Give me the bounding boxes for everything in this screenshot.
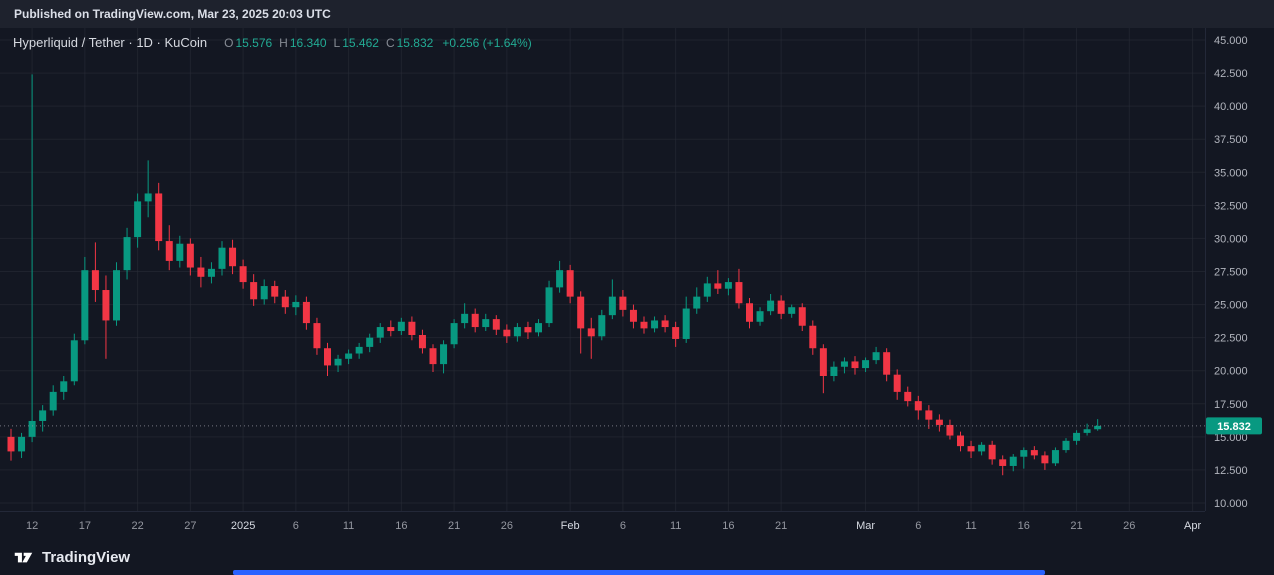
svg-text:11: 11 [343, 520, 354, 532]
svg-text:17.500: 17.500 [1214, 399, 1248, 411]
chart-pane[interactable]: 45.000 42.500 40.000 37.500 35.000 32.500 30.0… [0, 28, 1274, 540]
tradingview-logo-icon[interactable] [13, 547, 34, 568]
price-label-badge: 15.832 [1206, 417, 1262, 435]
svg-text:11: 11 [965, 520, 976, 532]
svg-text:42.500: 42.500 [1214, 68, 1248, 80]
svg-text:Apr: Apr [1184, 520, 1201, 532]
svg-text:20.000: 20.000 [1214, 366, 1248, 378]
svg-text:21: 21 [1070, 520, 1082, 532]
svg-text:32.500: 32.500 [1214, 200, 1248, 212]
svg-text:Feb: Feb [561, 520, 580, 532]
svg-text:17: 17 [79, 520, 91, 532]
svg-text:16: 16 [395, 520, 407, 532]
close-value: 15.832 [396, 36, 434, 50]
svg-text:11: 11 [670, 520, 681, 532]
svg-text:35.000: 35.000 [1214, 167, 1248, 179]
svg-text:26: 26 [501, 520, 513, 532]
published-bar: Published on TradingView.com, Mar 23, 20… [0, 0, 1274, 28]
open-label: O [224, 36, 234, 50]
chart-svg[interactable]: 45.000 42.500 40.000 37.500 35.000 32.500 30.0… [0, 28, 1274, 540]
svg-text:37.500: 37.500 [1214, 134, 1248, 146]
brand-text[interactable]: TradingView [42, 549, 131, 566]
high-value: 16.340 [289, 36, 327, 50]
candlestick-series [7, 74, 1102, 476]
footer-bar: TradingView [0, 540, 1274, 575]
price-axis[interactable]: 45.000 42.500 40.000 37.500 35.000 32.500 30.0… [1214, 35, 1248, 510]
close-label: C [385, 36, 395, 50]
svg-text:6: 6 [915, 520, 921, 532]
chart-legend: Hyperliquid / Tether · 1D · KuCoin O 15.… [13, 35, 532, 50]
svg-text:12.500: 12.500 [1214, 465, 1248, 477]
svg-text:15.832: 15.832 [1217, 421, 1251, 433]
svg-text:6: 6 [293, 520, 299, 532]
svg-text:16: 16 [1018, 520, 1030, 532]
svg-text:27: 27 [184, 520, 196, 532]
change-value: +0.256 (+1.64%) [442, 36, 532, 50]
bottom-scrollbar[interactable] [233, 570, 1045, 575]
svg-text:21: 21 [775, 520, 787, 532]
grid-lines [0, 28, 1205, 511]
svg-text:27.500: 27.500 [1214, 267, 1248, 279]
svg-text:21: 21 [448, 520, 460, 532]
svg-text:16: 16 [722, 520, 734, 532]
svg-text:22.500: 22.500 [1214, 333, 1248, 345]
svg-text:26: 26 [1123, 520, 1135, 532]
svg-text:2025: 2025 [231, 520, 255, 532]
svg-text:10.000: 10.000 [1214, 498, 1248, 510]
svg-text:25.000: 25.000 [1214, 300, 1248, 312]
svg-text:6: 6 [620, 520, 626, 532]
time-axis[interactable]: 12 17 22 27 2025 6 11 16 21 26 Feb 6 11 16 21 Mar 6 11 16 2… [26, 520, 1202, 532]
svg-text:30.000: 30.000 [1214, 233, 1248, 245]
svg-text:22: 22 [131, 520, 143, 532]
low-label: L [333, 36, 341, 50]
open-value: 15.576 [235, 36, 273, 50]
svg-text:40.000: 40.000 [1214, 101, 1248, 113]
svg-text:12: 12 [26, 520, 38, 532]
symbol-title[interactable]: Hyperliquid / Tether · 1D · KuCoin [13, 35, 208, 50]
high-label: H [279, 36, 288, 50]
svg-text:45.000: 45.000 [1214, 35, 1248, 47]
published-text: Published on TradingView.com, Mar 23, 20… [14, 7, 331, 21]
svg-text:15.000: 15.000 [1214, 432, 1248, 444]
svg-text:Mar: Mar [856, 520, 875, 532]
low-value: 15.462 [342, 36, 379, 50]
